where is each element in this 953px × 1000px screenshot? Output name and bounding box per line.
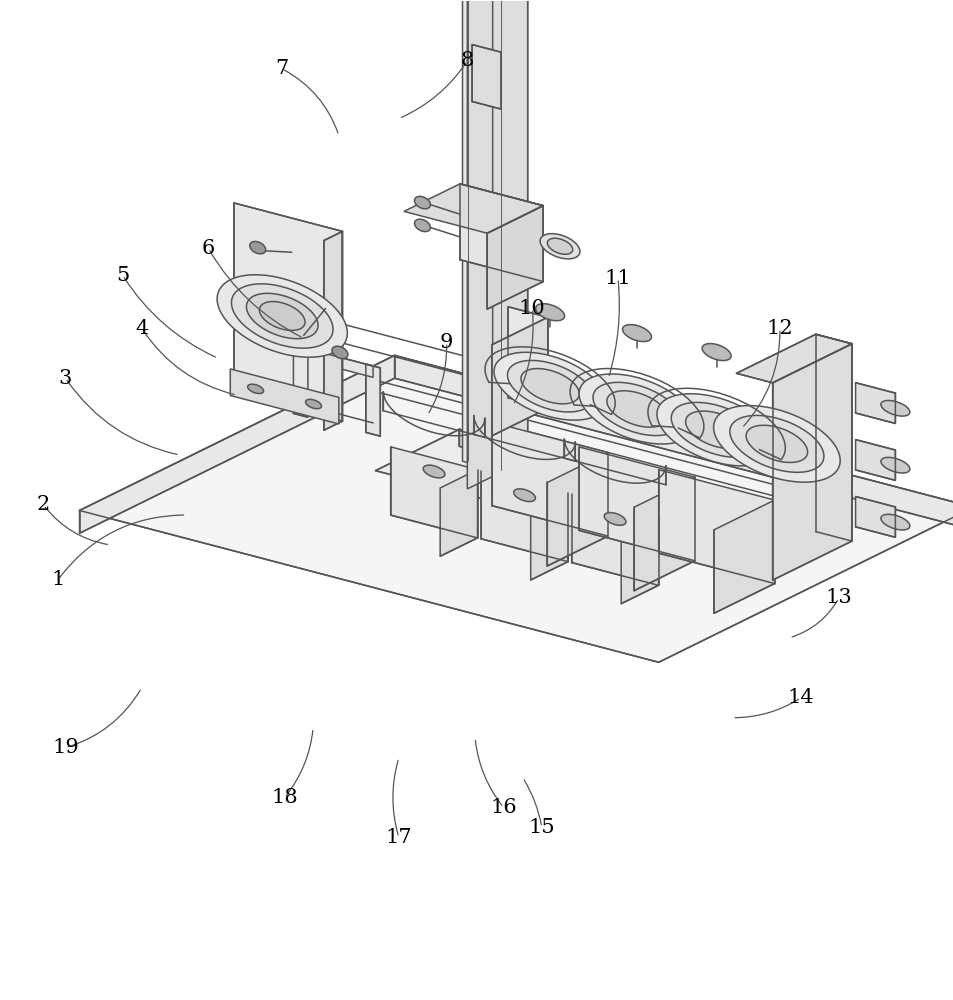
Polygon shape — [492, 317, 547, 436]
Text: 1: 1 — [51, 570, 65, 589]
Polygon shape — [620, 517, 658, 604]
Polygon shape — [571, 494, 658, 585]
Text: 13: 13 — [824, 588, 851, 607]
Polygon shape — [480, 471, 567, 562]
Polygon shape — [593, 382, 680, 436]
Polygon shape — [390, 447, 477, 538]
Polygon shape — [514, 489, 535, 502]
Polygon shape — [671, 402, 761, 457]
Polygon shape — [414, 196, 430, 209]
Polygon shape — [603, 513, 625, 525]
Polygon shape — [79, 355, 953, 662]
Polygon shape — [232, 284, 333, 348]
Text: 12: 12 — [766, 319, 792, 338]
Polygon shape — [729, 415, 823, 472]
Polygon shape — [530, 493, 567, 580]
Text: 4: 4 — [135, 319, 148, 338]
Polygon shape — [487, 206, 542, 309]
Polygon shape — [248, 384, 263, 394]
Text: 15: 15 — [528, 818, 555, 837]
Polygon shape — [365, 364, 380, 436]
Polygon shape — [578, 447, 694, 561]
Text: 3: 3 — [59, 369, 72, 388]
Text: 16: 16 — [490, 798, 517, 817]
Polygon shape — [713, 500, 774, 613]
Text: 10: 10 — [518, 299, 545, 318]
Polygon shape — [294, 345, 308, 417]
Text: 11: 11 — [604, 269, 631, 288]
Text: 5: 5 — [116, 266, 129, 285]
Text: 19: 19 — [52, 738, 79, 757]
Polygon shape — [880, 400, 909, 416]
Polygon shape — [230, 369, 338, 424]
Polygon shape — [459, 429, 567, 475]
Polygon shape — [520, 369, 578, 404]
Polygon shape — [606, 391, 666, 427]
Polygon shape — [507, 360, 592, 412]
Polygon shape — [323, 231, 342, 430]
Polygon shape — [855, 497, 895, 537]
Text: 18: 18 — [271, 788, 297, 807]
Polygon shape — [657, 394, 776, 466]
Text: 14: 14 — [787, 688, 813, 707]
Text: 6: 6 — [201, 239, 214, 258]
Polygon shape — [492, 422, 607, 536]
Polygon shape — [855, 383, 895, 423]
Text: 9: 9 — [439, 333, 453, 352]
Text: 17: 17 — [385, 828, 412, 847]
Polygon shape — [467, 0, 502, 489]
Text: 7: 7 — [274, 59, 288, 78]
Polygon shape — [535, 304, 564, 321]
Polygon shape — [259, 302, 305, 330]
Polygon shape — [423, 465, 444, 478]
Polygon shape — [508, 307, 547, 408]
Polygon shape — [305, 399, 321, 409]
Polygon shape — [685, 411, 747, 449]
Polygon shape — [745, 425, 807, 462]
Polygon shape — [462, 0, 502, 472]
Polygon shape — [880, 457, 909, 473]
Polygon shape — [509, 0, 527, 478]
Text: 8: 8 — [460, 51, 474, 70]
Polygon shape — [547, 453, 607, 566]
Polygon shape — [217, 275, 347, 357]
Polygon shape — [79, 355, 395, 533]
Text: 2: 2 — [37, 495, 51, 514]
Polygon shape — [375, 429, 567, 499]
Polygon shape — [622, 325, 651, 342]
Polygon shape — [439, 470, 477, 556]
Polygon shape — [472, 45, 500, 109]
Polygon shape — [332, 346, 348, 359]
Polygon shape — [815, 334, 851, 541]
Polygon shape — [403, 184, 542, 233]
Polygon shape — [414, 219, 430, 232]
Polygon shape — [701, 344, 730, 361]
Polygon shape — [233, 203, 342, 421]
Polygon shape — [736, 334, 851, 383]
Polygon shape — [459, 184, 542, 282]
Polygon shape — [250, 241, 265, 254]
Polygon shape — [713, 406, 840, 482]
Polygon shape — [494, 352, 605, 420]
Polygon shape — [880, 514, 909, 530]
Polygon shape — [492, 0, 527, 496]
Polygon shape — [855, 440, 895, 480]
Polygon shape — [300, 347, 373, 377]
Polygon shape — [246, 293, 317, 339]
Polygon shape — [634, 477, 694, 591]
Polygon shape — [772, 344, 851, 580]
Polygon shape — [578, 374, 694, 444]
Polygon shape — [395, 355, 953, 530]
Polygon shape — [658, 470, 774, 584]
Polygon shape — [539, 234, 579, 259]
Polygon shape — [547, 238, 572, 254]
